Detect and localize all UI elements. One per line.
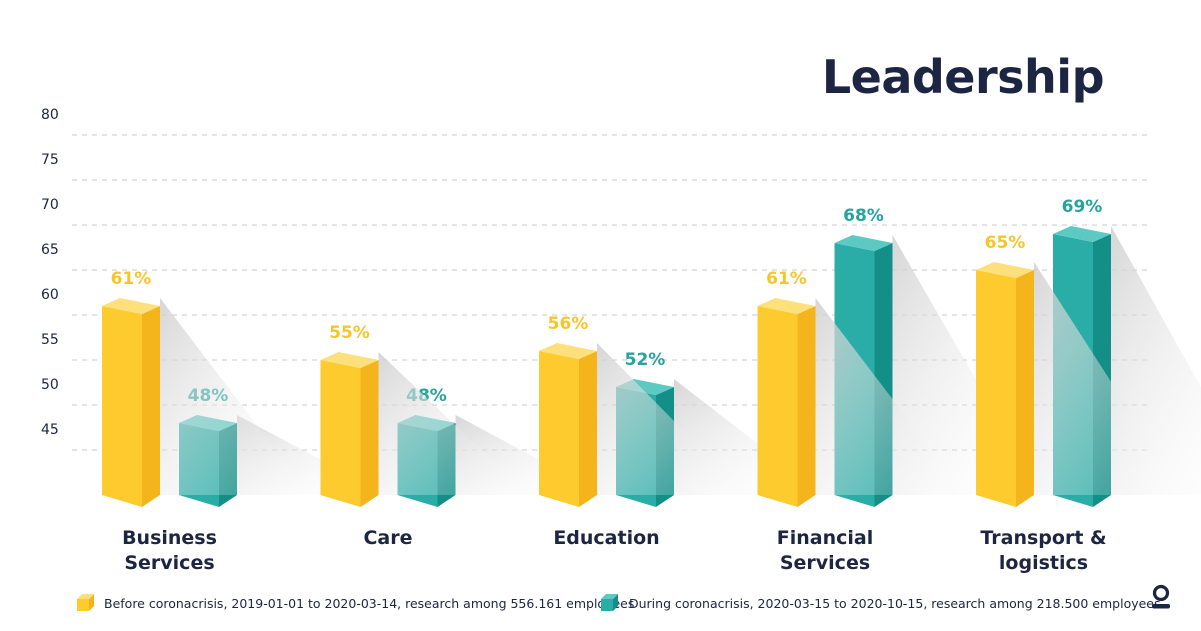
- bar-before: 56%: [539, 314, 747, 507]
- y-tick-label: 65: [41, 242, 59, 258]
- value-label: 69%: [1062, 197, 1103, 217]
- bar-top: [834, 235, 893, 251]
- bar-top: [1053, 226, 1111, 242]
- value-label: 68%: [843, 206, 884, 226]
- legend-item-before: Before coronacrisis, 2019-01-01 to 2020-…: [77, 594, 634, 611]
- bar-before: 65%: [976, 233, 1184, 507]
- legend-label-before: Before coronacrisis, 2019-01-01 to 2020-…: [104, 596, 634, 611]
- value-label: 61%: [111, 269, 152, 289]
- y-axis: 80 75 70 65 60 55 50 45: [41, 107, 59, 438]
- bar-side: [142, 306, 160, 507]
- bar-front: [539, 351, 579, 507]
- y-tick-label: 75: [41, 152, 59, 168]
- x-category-label: Transport & logistics: [980, 527, 1106, 574]
- legend-swatch-during: [601, 594, 618, 611]
- bars: 48%61%48%55%52%56%68%61%69%65%: [102, 197, 1201, 507]
- bar-shadow: [1034, 262, 1184, 495]
- value-label: 55%: [329, 323, 370, 343]
- bar-front: [757, 306, 798, 507]
- y-tick-label: 55: [41, 332, 59, 348]
- bar-side: [1016, 270, 1034, 507]
- y-tick-label: 80: [41, 107, 59, 123]
- bar-side: [797, 306, 816, 507]
- y-tick-label: 70: [41, 197, 59, 213]
- value-label: 65%: [985, 233, 1026, 253]
- bar-side: [360, 360, 379, 507]
- bar-shadow: [815, 298, 966, 495]
- y-tick-label: 45: [41, 422, 59, 438]
- value-label: 52%: [625, 350, 666, 370]
- bar-before: 55%: [320, 323, 529, 507]
- y-tick-label: 50: [41, 377, 59, 393]
- bar-before: 61%: [102, 269, 310, 507]
- bar-shadow: [597, 343, 747, 495]
- y-tick-label: 60: [41, 287, 59, 303]
- bar-shadow: [378, 352, 529, 495]
- bar-top: [539, 343, 597, 359]
- bar-top: [976, 262, 1034, 278]
- x-category-label: Care: [363, 527, 412, 549]
- bar-front: [976, 270, 1016, 507]
- legend-item-during: During coronacrisis, 2020-03-15 to 2020-…: [601, 594, 1161, 611]
- chart-title: Leadership: [821, 50, 1105, 104]
- bar-side: [579, 351, 597, 507]
- value-label: 61%: [766, 269, 807, 289]
- bar-front: [102, 306, 142, 507]
- legend: Before coronacrisis, 2019-01-01 to 2020-…: [77, 594, 1161, 611]
- legend-swatch-before: [77, 594, 94, 611]
- bar-top: [757, 298, 816, 314]
- x-axis: Business Services Care Education Financial Se…: [122, 527, 1107, 574]
- x-category-label: Education: [553, 527, 659, 549]
- bar-top: [102, 298, 160, 314]
- bar-top: [320, 352, 379, 368]
- bar-front: [320, 360, 361, 507]
- legend-label-during: During coronacrisis, 2020-03-15 to 2020-…: [629, 596, 1161, 611]
- person-logo-icon: [1152, 584, 1170, 609]
- bar-shadow: [160, 298, 310, 495]
- bar-before: 61%: [757, 269, 966, 507]
- x-category-label: Financial Services: [777, 527, 873, 574]
- value-label: 56%: [548, 314, 589, 334]
- x-category-label: Business Services: [122, 527, 217, 574]
